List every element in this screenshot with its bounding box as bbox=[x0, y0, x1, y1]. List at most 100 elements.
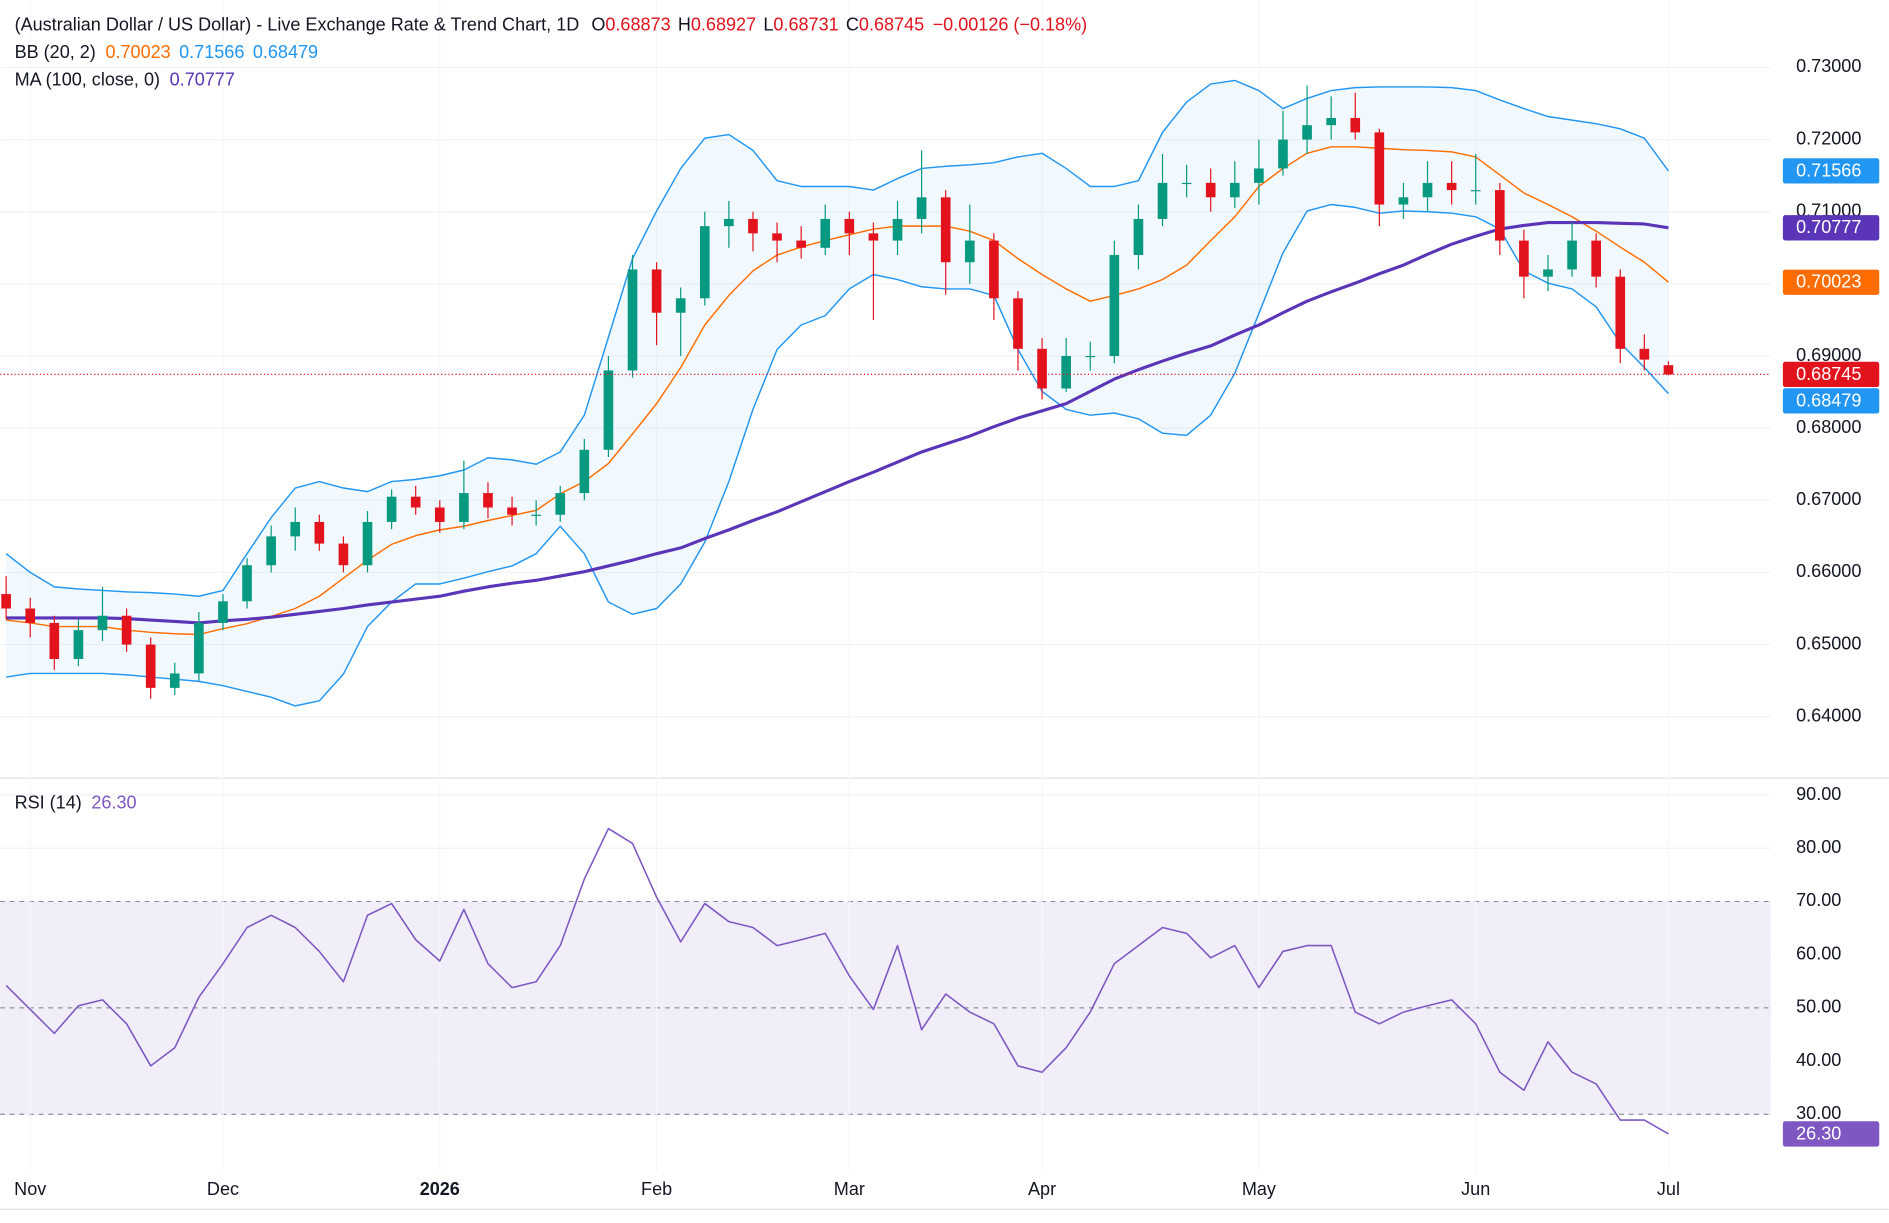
candle-body bbox=[772, 233, 782, 241]
x-tick-label: May bbox=[1242, 1179, 1276, 1199]
price-badge-label: 0.70023 bbox=[1796, 272, 1861, 292]
rsi-line bbox=[5, 827, 1669, 1135]
price-badge-label: 26.30 bbox=[1796, 1123, 1841, 1143]
price-badge bbox=[1782, 158, 1880, 184]
legend-row: (Australian Dollar / US Dollar) - Live E… bbox=[15, 14, 1088, 34]
x-tick-label: Mar bbox=[834, 1179, 865, 1199]
candle-body bbox=[121, 615, 132, 645]
y-tick-label: 0.65000 bbox=[1796, 633, 1861, 653]
candle-body bbox=[194, 622, 204, 674]
candle-body bbox=[97, 615, 108, 631]
legend-text: 0.68927 bbox=[691, 14, 756, 34]
candle-body bbox=[218, 601, 228, 623]
price-badge bbox=[1782, 388, 1880, 414]
candle-body bbox=[1085, 356, 1096, 358]
rsi-tick-label: 90.00 bbox=[1796, 784, 1841, 804]
legend-text: 0.70023 bbox=[105, 42, 170, 62]
candle-body bbox=[796, 240, 806, 248]
legend-text: RSI (14) bbox=[15, 792, 82, 812]
candle-body bbox=[1326, 117, 1336, 126]
price-badge bbox=[1782, 215, 1880, 241]
legend-row: BB (20, 2) 0.70023 0.71566 0.68479 bbox=[15, 42, 319, 62]
candle-body bbox=[169, 673, 180, 688]
price-badge bbox=[1782, 361, 1880, 388]
candle-body bbox=[483, 493, 493, 508]
legend-text: 0.71566 bbox=[179, 42, 244, 62]
x-tick-label: Nov bbox=[14, 1179, 46, 1199]
price-badge bbox=[1782, 1121, 1880, 1147]
candle-body bbox=[1109, 255, 1120, 357]
candle-body bbox=[844, 218, 855, 234]
bb-upper bbox=[5, 79, 1670, 597]
candle-body bbox=[1350, 117, 1361, 133]
candle-body bbox=[1663, 365, 1674, 375]
legend-text: L bbox=[763, 14, 773, 34]
legend-text: 0.68873 bbox=[605, 14, 670, 34]
y-tick-label: 0.67000 bbox=[1796, 489, 1861, 509]
candle-body bbox=[1470, 190, 1481, 192]
candle-body bbox=[675, 298, 686, 313]
candle-body bbox=[1, 594, 11, 609]
candle-body bbox=[1254, 168, 1264, 183]
price-badge-label: 0.70777 bbox=[1796, 217, 1861, 237]
legend-text: MA (100, close, 0) bbox=[15, 69, 160, 89]
candle-body bbox=[1229, 182, 1240, 198]
candle-body bbox=[338, 543, 349, 566]
candle-body bbox=[145, 644, 156, 688]
price-badge-label: 0.68479 bbox=[1796, 390, 1861, 410]
candle-body bbox=[1494, 190, 1505, 241]
legend-text: 0.68479 bbox=[253, 42, 318, 62]
rsi-tick-label: 70.00 bbox=[1796, 890, 1841, 910]
candle-body bbox=[1061, 356, 1071, 389]
legend-text: 0.70777 bbox=[170, 69, 235, 89]
candle-body bbox=[386, 496, 397, 522]
candle-body bbox=[410, 496, 421, 508]
candle-body bbox=[724, 218, 734, 227]
candle-body bbox=[1037, 348, 1047, 389]
x-tick-label: Apr bbox=[1028, 1179, 1056, 1199]
candle-body bbox=[1591, 240, 1601, 277]
candle-body bbox=[603, 370, 614, 450]
candle-body bbox=[1133, 218, 1144, 256]
candle-body bbox=[1278, 139, 1288, 169]
rsi-tick-label: 40.00 bbox=[1796, 1050, 1841, 1070]
candle-body bbox=[651, 269, 662, 313]
legend-text: BB (20, 2) bbox=[15, 42, 96, 62]
y-tick-label: 0.64000 bbox=[1796, 705, 1861, 725]
candle-body bbox=[748, 218, 758, 234]
candle-body bbox=[916, 197, 927, 219]
x-tick-label: Jun bbox=[1461, 1179, 1490, 1199]
candle-body bbox=[1157, 182, 1168, 219]
price-badge-label: 0.68745 bbox=[1796, 364, 1861, 384]
price-badge-label: 0.71566 bbox=[1796, 160, 1861, 180]
candle-body bbox=[266, 536, 276, 566]
candle-body bbox=[49, 622, 60, 659]
candle-body bbox=[242, 565, 252, 602]
legend-text: −0.00126 (−0.18%) bbox=[933, 14, 1088, 34]
y-tick-label: 0.73000 bbox=[1796, 56, 1861, 76]
candle-body bbox=[73, 630, 84, 659]
legend-text: 0.68731 bbox=[773, 14, 838, 34]
candle-body bbox=[459, 493, 469, 522]
legend-row: RSI (14) 26.30 bbox=[15, 792, 137, 812]
rsi-tick-label: 50.00 bbox=[1796, 997, 1841, 1017]
x-tick-label: Feb bbox=[641, 1179, 672, 1199]
candle-body bbox=[940, 197, 951, 263]
candle-body bbox=[699, 226, 710, 299]
candle-body bbox=[1422, 182, 1433, 198]
candle-body bbox=[892, 218, 903, 241]
candle-body bbox=[1615, 276, 1626, 349]
legend-text: 0.68745 bbox=[859, 14, 924, 34]
y-tick-label: 0.69000 bbox=[1796, 345, 1861, 365]
candle-body bbox=[507, 507, 517, 515]
legend-row: MA (100, close, 0) 0.70777 bbox=[15, 69, 235, 89]
candle-body bbox=[1181, 182, 1192, 185]
candle-body bbox=[1639, 348, 1650, 360]
candle-body bbox=[314, 521, 325, 544]
price-badge bbox=[1782, 269, 1880, 295]
candle-body bbox=[1567, 240, 1577, 270]
y-tick-label: 0.68000 bbox=[1796, 417, 1861, 437]
candle-body bbox=[25, 608, 36, 623]
candle-body bbox=[1205, 182, 1216, 198]
